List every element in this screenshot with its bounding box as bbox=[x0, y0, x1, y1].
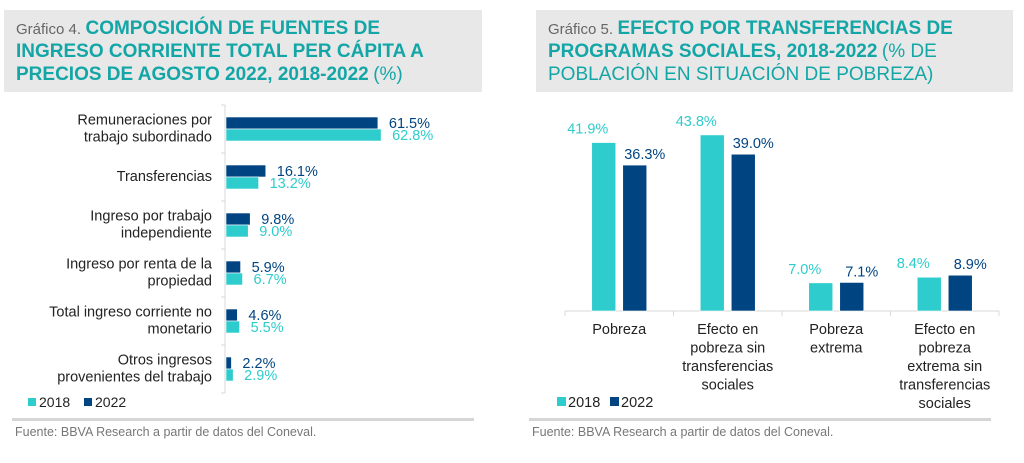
chart-title-left: Gráfico 4. COMPOSICIÓN DE FUENTES DE ING… bbox=[4, 10, 482, 92]
bar-2018 bbox=[591, 142, 617, 312]
data-label-2022: 7.1% bbox=[845, 264, 878, 280]
category-label: trabajo subordinado bbox=[84, 130, 212, 146]
data-label-2022: 2.2% bbox=[242, 356, 275, 372]
data-label-2022: 4.6% bbox=[248, 308, 281, 324]
chart-title-main: COMPOSICIÓN DE FUENTES DE INGRESO CORRIE… bbox=[16, 18, 424, 85]
bar-2018 bbox=[225, 176, 259, 190]
category-label: Ingreso por renta de la bbox=[66, 257, 213, 273]
chart-title-unit: (%) bbox=[373, 64, 403, 85]
category-label: sociales bbox=[919, 396, 971, 412]
bar-2018 bbox=[225, 368, 234, 382]
chart-title-main: EFECTO POR TRANSFERENCIAS DE PROGRAMAS S… bbox=[548, 18, 953, 62]
chart-title-unit: (% DE POBLACIÓN EN SITUACIÓN DE POBREZA) bbox=[548, 41, 937, 85]
data-label-2018: 13.2% bbox=[270, 176, 311, 192]
category-label: Pobreza bbox=[592, 322, 647, 338]
bar-2018 bbox=[225, 320, 240, 334]
bar-2018 bbox=[916, 276, 942, 312]
bar-2022 bbox=[225, 308, 238, 322]
data-label-2022: 9.8% bbox=[261, 212, 294, 228]
category-label: propiedad bbox=[148, 274, 213, 290]
category-label: transferencias bbox=[682, 359, 773, 375]
category-label: pobreza sin bbox=[690, 341, 765, 357]
chart-title-right: Gráfico 5. EFECTO POR TRANSFERENCIAS DE … bbox=[536, 10, 1013, 92]
data-label-2022: 61.5% bbox=[389, 116, 430, 132]
legend-label-2022: 2022 bbox=[95, 394, 126, 410]
data-label-2022: 39.0% bbox=[733, 136, 774, 152]
bar-2022 bbox=[225, 356, 232, 370]
bar-2018 bbox=[225, 272, 243, 286]
category-label: sociales bbox=[702, 378, 754, 394]
data-label-2022: 16.1% bbox=[277, 164, 318, 180]
legend-swatch-2022 bbox=[84, 398, 92, 406]
bar-2022 bbox=[225, 116, 379, 130]
bar-2018 bbox=[808, 282, 834, 312]
bar-2022 bbox=[839, 282, 865, 312]
category-label: pobreza bbox=[919, 341, 972, 357]
bar-2022 bbox=[225, 260, 241, 274]
legend-swatch-2018 bbox=[28, 398, 36, 406]
source-divider bbox=[12, 418, 474, 421]
legend-label-2022: 2022 bbox=[621, 395, 653, 411]
category-label: Transferencias bbox=[117, 169, 212, 185]
bar-2022 bbox=[225, 212, 251, 226]
data-label-2018: 2.9% bbox=[244, 368, 277, 384]
category-label: provenientes del trabajo bbox=[57, 370, 212, 386]
bar-2022 bbox=[225, 164, 267, 178]
data-label-2022: 36.3% bbox=[624, 147, 665, 163]
data-label-2018: 8.4% bbox=[897, 256, 930, 272]
data-label-2018: 7.0% bbox=[788, 262, 821, 278]
bar-chart-right: 41.9% 36.3% Pobreza 43.8% 39.0% Efecto en pobr… bbox=[557, 114, 1000, 412]
category-label: independiente bbox=[121, 226, 212, 242]
category-label: transferencias bbox=[899, 378, 990, 394]
data-label-2018: 62.8% bbox=[392, 128, 433, 144]
data-label-2018: 9.0% bbox=[259, 224, 292, 240]
category-label: monetario bbox=[148, 322, 212, 338]
chart-title-prefix: Gráfico 5. bbox=[548, 21, 614, 38]
category-label: Pobreza bbox=[809, 322, 864, 338]
category-label: Remuneraciones por bbox=[77, 113, 212, 129]
legend-swatch-2022 bbox=[610, 397, 619, 406]
source-divider bbox=[529, 418, 991, 421]
category-label: Efecto en bbox=[914, 322, 975, 338]
data-label-2018: 6.7% bbox=[254, 272, 287, 288]
data-label-2018: 5.5% bbox=[251, 320, 284, 336]
source-note: Fuente: BBVA Research a partir de datos … bbox=[532, 425, 834, 439]
bar-2018 bbox=[225, 224, 249, 238]
data-label-2022: 5.9% bbox=[252, 260, 285, 276]
category-label: extrema bbox=[810, 341, 863, 357]
data-label-2022: 8.9% bbox=[954, 257, 987, 273]
chart-title-prefix: Gráfico 4. bbox=[16, 21, 82, 38]
chart-panel-left: Gráfico 4. COMPOSICIÓN DE FUENTES DE ING… bbox=[4, 10, 482, 439]
category-label: Efecto en bbox=[697, 322, 758, 338]
legend-label-2018: 2018 bbox=[568, 395, 600, 411]
category-label: Total ingreso corriente no bbox=[49, 305, 212, 321]
category-label: extrema sin bbox=[907, 359, 982, 375]
category-label: Ingreso por trabajo bbox=[90, 209, 212, 225]
data-label-2018: 43.8% bbox=[676, 114, 717, 130]
legend-swatch-2018 bbox=[557, 397, 566, 406]
source-note: Fuente: BBVA Research a partir de datos … bbox=[15, 425, 317, 439]
bar-2022 bbox=[730, 153, 756, 312]
category-label: Otros ingresos bbox=[118, 353, 212, 369]
data-label-2018: 41.9% bbox=[567, 122, 608, 138]
bar-2022 bbox=[622, 164, 648, 312]
chart-panel-right: Gráfico 5. EFECTO POR TRANSFERENCIAS DE … bbox=[512, 0, 1024, 463]
bar-2022 bbox=[947, 274, 973, 312]
legend-label-2018: 2018 bbox=[39, 394, 70, 410]
bar-2018 bbox=[225, 128, 382, 142]
bar-2018 bbox=[699, 134, 725, 312]
